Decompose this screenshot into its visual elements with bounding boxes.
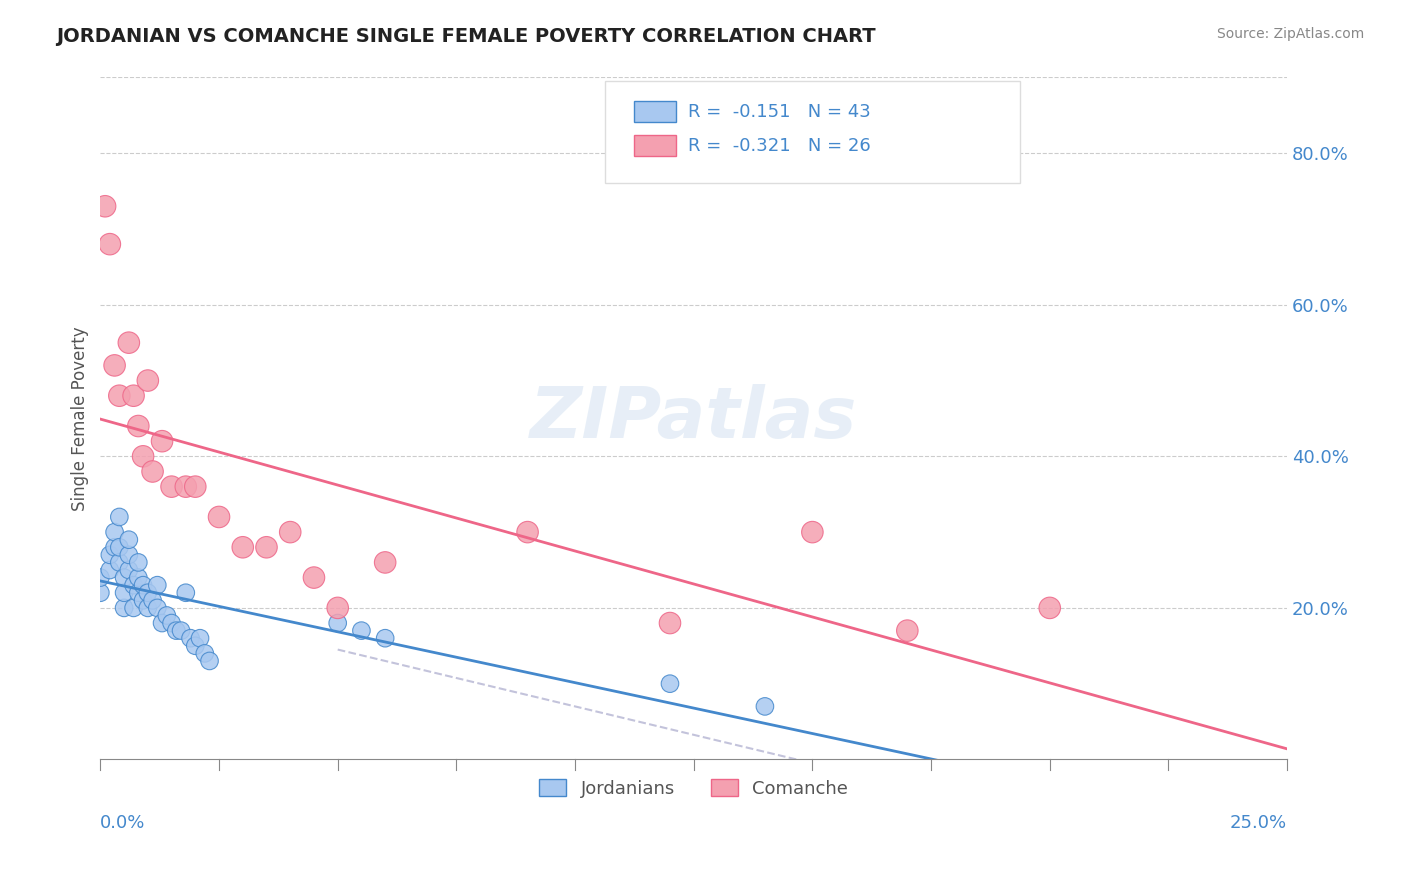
Point	[98, 548, 121, 562]
Point	[94, 199, 117, 213]
Point	[194, 646, 217, 660]
Point	[302, 571, 325, 585]
Point	[108, 541, 131, 555]
Point	[118, 335, 141, 350]
Point	[754, 699, 776, 714]
Point	[104, 541, 127, 555]
Point	[104, 525, 127, 540]
Point	[136, 586, 159, 600]
Point	[374, 556, 396, 570]
Point	[132, 593, 155, 607]
Point	[112, 571, 135, 585]
Point	[232, 541, 254, 555]
Point	[98, 563, 121, 577]
Text: R =  -0.321   N = 26: R = -0.321 N = 26	[688, 136, 870, 154]
Point	[127, 419, 149, 434]
Point	[108, 556, 131, 570]
Point	[896, 624, 918, 638]
Point	[108, 389, 131, 403]
Point	[326, 615, 349, 630]
Point	[165, 624, 187, 638]
Point	[89, 571, 111, 585]
Point	[146, 578, 169, 592]
Point	[127, 571, 149, 585]
Point	[146, 600, 169, 615]
Point	[659, 615, 682, 630]
Point	[208, 510, 231, 524]
Text: ZIPatlas: ZIPatlas	[530, 384, 858, 453]
Point	[118, 548, 141, 562]
Point	[150, 615, 173, 630]
Text: 25.0%: 25.0%	[1230, 814, 1286, 832]
Point	[256, 541, 278, 555]
Point	[98, 237, 121, 252]
Point	[112, 600, 135, 615]
Point	[174, 586, 197, 600]
Text: JORDANIAN VS COMANCHE SINGLE FEMALE POVERTY CORRELATION CHART: JORDANIAN VS COMANCHE SINGLE FEMALE POVE…	[56, 27, 876, 45]
Point	[112, 586, 135, 600]
Point	[127, 586, 149, 600]
Text: Source: ZipAtlas.com: Source: ZipAtlas.com	[1216, 27, 1364, 41]
Point	[170, 624, 193, 638]
Point	[326, 600, 349, 615]
Point	[1039, 600, 1062, 615]
Point	[122, 600, 145, 615]
Point	[136, 374, 159, 388]
Point	[132, 578, 155, 592]
Legend: Jordanians, Comanche: Jordanians, Comanche	[531, 772, 856, 805]
Point	[118, 533, 141, 547]
Bar	[634, 102, 676, 122]
Point	[184, 480, 207, 494]
Point	[118, 563, 141, 577]
Point	[142, 465, 165, 479]
Point	[198, 654, 221, 668]
Point	[188, 631, 211, 645]
Point	[659, 676, 682, 690]
Point	[142, 593, 165, 607]
Point	[278, 525, 301, 540]
Point	[374, 631, 396, 645]
Point	[350, 624, 373, 638]
Point	[122, 578, 145, 592]
Y-axis label: Single Female Poverty: Single Female Poverty	[72, 326, 89, 511]
Point	[801, 525, 824, 540]
Point	[160, 615, 183, 630]
Point	[516, 525, 538, 540]
Point	[150, 434, 173, 449]
Point	[156, 608, 179, 623]
Text: R =  -0.151   N = 43: R = -0.151 N = 43	[688, 103, 870, 120]
Point	[180, 631, 202, 645]
Bar	[634, 136, 676, 156]
Point	[122, 389, 145, 403]
Point	[89, 586, 111, 600]
Text: 0.0%: 0.0%	[100, 814, 146, 832]
Point	[104, 359, 127, 373]
Point	[132, 450, 155, 464]
Point	[127, 556, 149, 570]
Point	[136, 600, 159, 615]
Point	[174, 480, 197, 494]
FancyBboxPatch shape	[605, 81, 1021, 183]
Point	[108, 510, 131, 524]
Point	[160, 480, 183, 494]
Point	[184, 639, 207, 653]
